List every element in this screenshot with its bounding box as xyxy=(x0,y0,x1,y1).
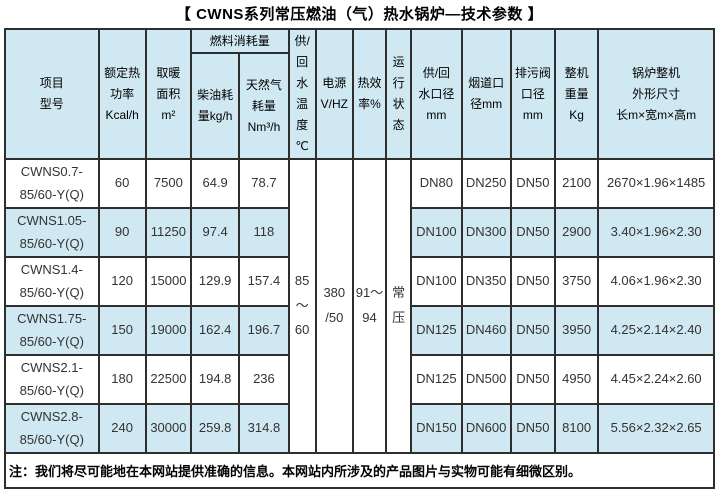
cell-drain-valve: DN50 xyxy=(509,207,557,258)
cell-rated-power: 120 xyxy=(97,256,147,307)
table-row: CWNS2.1- 85/60-Y(Q) 180 22500 194.8 236 … xyxy=(4,354,715,405)
cell-flue-port: DN460 xyxy=(460,305,512,356)
cell-dimensions: 5.56×2.32×2.65 xyxy=(597,403,715,454)
cell-rated-power: 60 xyxy=(97,158,147,209)
cell-dimensions: 2670×1.96×1485 xyxy=(597,158,715,209)
cell-run-status: 常 压 xyxy=(385,158,413,454)
cell-water-port: DN80 xyxy=(410,158,463,209)
cell-weight: 3750 xyxy=(553,256,600,307)
cell-flue-port: DN300 xyxy=(460,207,512,258)
cell-model: CWNS1.4- 85/60-Y(Q) xyxy=(4,256,100,307)
cell-heating-area: 19000 xyxy=(144,305,193,356)
table-row: CWNS1.75- 85/60-Y(Q) 150 19000 162.4 196… xyxy=(4,305,715,356)
cell-model: CWNS1.05- 85/60-Y(Q) xyxy=(4,207,100,258)
cell-dimensions: 4.45×2.24×2.60 xyxy=(597,354,715,405)
table-row: CWNS2.8- 85/60-Y(Q) 240 30000 259.8 314.… xyxy=(4,403,715,454)
header-dimensions: 锅炉整机 外形尺寸 长m×宽m×高m xyxy=(597,28,715,160)
cell-diesel: 64.9 xyxy=(190,158,241,209)
cell-diesel: 97.4 xyxy=(190,207,241,258)
header-thermal-efficiency: 热效 率% xyxy=(351,28,388,160)
boiler-spec-table: 项目 型号 额定热 功率 Kcal/h 取暖 面积 m² 燃料消耗量 供/ 回 … xyxy=(4,28,715,454)
cell-natural-gas: 196.7 xyxy=(238,305,290,356)
cell-dimensions: 3.40×1.96×2.30 xyxy=(597,207,715,258)
cell-weight: 3950 xyxy=(553,305,600,356)
cell-model: CWNS1.75- 85/60-Y(Q) xyxy=(4,305,100,356)
header-power-supply: 电源 V/HZ xyxy=(314,28,354,160)
cell-diesel: 259.8 xyxy=(190,403,241,454)
cell-drain-valve: DN50 xyxy=(509,158,557,209)
cell-flue-port: DN250 xyxy=(460,158,512,209)
cell-weight: 4950 xyxy=(553,354,600,405)
cell-heating-area: 22500 xyxy=(144,354,193,405)
cell-natural-gas: 157.4 xyxy=(238,256,290,307)
cell-flue-port: DN500 xyxy=(460,354,512,405)
header-fuel-consumption: 燃料消耗量 xyxy=(190,28,290,54)
header-run-status: 运 行 状 态 xyxy=(385,28,413,160)
cell-heating-area: 7500 xyxy=(144,158,193,209)
header-natural-gas: 天然气 耗量 Nm³/h xyxy=(238,52,290,160)
cell-rated-power: 240 xyxy=(97,403,147,454)
cell-drain-valve: DN50 xyxy=(509,354,557,405)
page-title: 【 CWNS系列常压燃油（气）热水锅炉—技术参数 】 xyxy=(175,6,544,23)
cell-water-port: DN100 xyxy=(410,207,463,258)
cell-diesel: 194.8 xyxy=(190,354,241,405)
cell-drain-valve: DN50 xyxy=(509,305,557,356)
table-row: CWNS0.7- 85/60-Y(Q) 60 7500 64.9 78.7 85… xyxy=(4,158,715,454)
cell-heating-area: 30000 xyxy=(144,403,193,454)
cell-thermal-efficiency: 91～ 94 xyxy=(351,158,388,454)
cell-power-supply: 380 /50 xyxy=(314,158,354,454)
header-weight: 整机 重量 Kg xyxy=(553,28,600,160)
cell-flue-port: DN350 xyxy=(460,256,512,307)
header-drain-valve: 排污阀 口径 mm xyxy=(509,28,557,160)
cell-water-port: DN125 xyxy=(410,354,463,405)
cell-water-port: DN125 xyxy=(410,305,463,356)
cell-natural-gas: 314.8 xyxy=(238,403,290,454)
cell-rated-power: 90 xyxy=(97,207,147,258)
cell-natural-gas: 78.7 xyxy=(238,158,290,209)
header-diesel: 柴油耗 量kg/h xyxy=(190,52,241,160)
cell-natural-gas: 236 xyxy=(238,354,290,405)
footer-note: 注：我们将尽可能地在本网站提供准确的信息。本网站内所涉及的产品图片与实物可能有细… xyxy=(4,452,715,489)
cell-water-port: DN150 xyxy=(410,403,463,454)
cell-heating-area: 11250 xyxy=(144,207,193,258)
cell-model: CWNS2.8- 85/60-Y(Q) xyxy=(4,403,100,454)
cell-weight: 2100 xyxy=(553,158,600,209)
cell-flue-port: DN600 xyxy=(460,403,512,454)
cell-diesel: 162.4 xyxy=(190,305,241,356)
cell-diesel: 129.9 xyxy=(190,256,241,307)
table-row: CWNS1.4- 85/60-Y(Q) 120 15000 129.9 157.… xyxy=(4,256,715,307)
cell-drain-valve: DN50 xyxy=(509,256,557,307)
header-water-port: 供/回 水口径 mm xyxy=(410,28,463,160)
cell-heating-area: 15000 xyxy=(144,256,193,307)
cell-water-port: DN100 xyxy=(410,256,463,307)
cell-weight: 2900 xyxy=(553,207,600,258)
cell-supply-return-temp: 85 ～ 60 xyxy=(287,158,317,454)
cell-dimensions: 4.06×1.96×2.30 xyxy=(597,256,715,307)
header-heating-area: 取暖 面积 m² xyxy=(144,28,193,160)
cell-weight: 8100 xyxy=(553,403,600,454)
cell-dimensions: 4.25×2.14×2.40 xyxy=(597,305,715,356)
cell-rated-power: 150 xyxy=(97,305,147,356)
cell-natural-gas: 118 xyxy=(238,207,290,258)
header-rated-power: 额定热 功率 Kcal/h xyxy=(97,28,147,160)
header-flue-port: 烟道口 径mm xyxy=(460,28,512,160)
cell-model: CWNS0.7- 85/60-Y(Q) xyxy=(4,158,100,209)
cell-model: CWNS2.1- 85/60-Y(Q) xyxy=(4,354,100,405)
table-header-row-1: 项目 型号 额定热 功率 Kcal/h 取暖 面积 m² 燃料消耗量 供/ 回 … xyxy=(4,28,715,160)
table-header-row-2: 柴油耗 量kg/h 天然气 耗量 Nm³/h xyxy=(5,52,714,160)
header-model: 项目 型号 xyxy=(4,28,100,160)
cell-rated-power: 180 xyxy=(97,354,147,405)
cell-drain-valve: DN50 xyxy=(509,403,557,454)
table-row: CWNS1.05- 85/60-Y(Q) 90 11250 97.4 118 D… xyxy=(4,207,715,258)
header-supply-return-temp: 供/ 回 水温 度 ℃ xyxy=(287,28,317,160)
